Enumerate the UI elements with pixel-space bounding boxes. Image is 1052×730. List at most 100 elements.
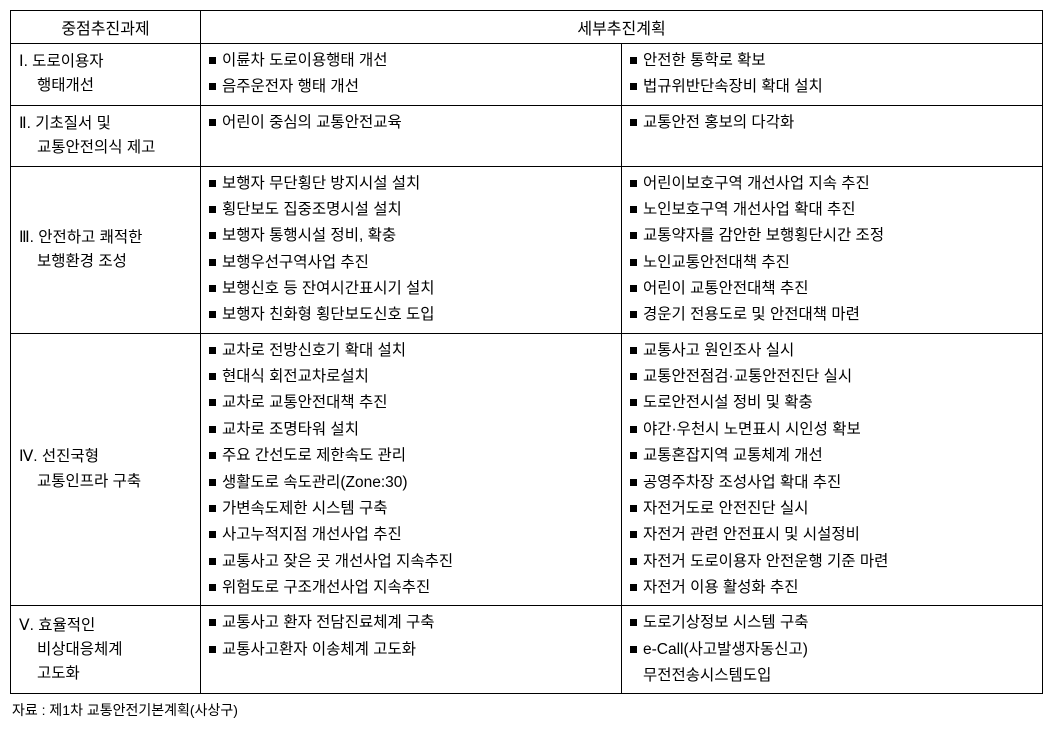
square-bullet-icon bbox=[209, 119, 216, 126]
bullet-text: 교통사고환자 이송체계 고도화 bbox=[222, 637, 619, 663]
bullet-item: 안전한 통학로 확보 bbox=[626, 48, 1040, 74]
bullet-item: 교차로 교통안전대책 추진 bbox=[205, 390, 619, 416]
plan-cell: 교차로 전방신호기 확대 설치현대식 회전교차로설치교차로 교통안전대책 추진교… bbox=[201, 333, 622, 605]
square-bullet-icon bbox=[630, 584, 637, 591]
square-bullet-icon bbox=[630, 180, 637, 187]
square-bullet-icon bbox=[630, 347, 637, 354]
bullet-item: 보행신호 등 잔여시간표시기 설치 bbox=[205, 276, 619, 302]
plan-cell: 이륜차 도로이용행태 개선음주운전자 행태 개선 bbox=[201, 44, 622, 106]
bullet-text: 횡단보도 집중조명시설 설치 bbox=[222, 197, 619, 223]
bullet-text: 보행우선구역사업 추진 bbox=[222, 250, 619, 276]
square-bullet-icon bbox=[630, 83, 637, 90]
plan-cell: 어린이 중심의 교통안전교육 bbox=[201, 105, 622, 166]
task-cell: Ⅲ. 안전하고 쾌적한보행환경 조성 bbox=[11, 166, 201, 333]
bullet-item: 주요 간선도로 제한속도 관리 bbox=[205, 443, 619, 469]
square-bullet-icon bbox=[209, 206, 216, 213]
bullet-text: 보행자 통행시설 정비, 확충 bbox=[222, 223, 619, 249]
bullet-text: 교통혼잡지역 교통체계 개선 bbox=[643, 443, 1040, 469]
bullet-text: 주요 간선도로 제한속도 관리 bbox=[222, 443, 619, 469]
bullet-item: 가변속도제한 시스템 구축 bbox=[205, 496, 619, 522]
task-line: 교통안전의식 제고 bbox=[19, 136, 194, 160]
bullet-text: 법규위반단속장비 확대 설치 bbox=[643, 74, 1040, 100]
bullet-text: 교통안전 홍보의 다각화 bbox=[643, 110, 1040, 136]
square-bullet-icon bbox=[630, 479, 637, 486]
table-row: Ⅳ. 선진국형교통인프라 구축교차로 전방신호기 확대 설치현대식 회전교차로설… bbox=[11, 333, 1043, 605]
square-bullet-icon bbox=[209, 232, 216, 239]
bullet-item: 보행자 무단횡단 방지시설 설치 bbox=[205, 171, 619, 197]
bullet-item: 어린이 교통안전대책 추진 bbox=[626, 276, 1040, 302]
bullet-text: 음주운전자 행태 개선 bbox=[222, 74, 619, 100]
bullet-item: 도로기상정보 시스템 구축 bbox=[626, 610, 1040, 636]
bullet-text: 야간·우천시 노면표시 시인성 확보 bbox=[643, 417, 1040, 443]
plan-cell: 교통사고 환자 전담진료체계 구축교통사고환자 이송체계 고도화 bbox=[201, 606, 622, 694]
source-footnote: 자료 : 제1차 교통안전기본계획(사상구) bbox=[10, 700, 1042, 720]
table-row: Ⅰ. 도로이용자행태개선이륜차 도로이용행태 개선음주운전자 행태 개선안전한 … bbox=[11, 44, 1043, 106]
square-bullet-icon bbox=[630, 311, 637, 318]
bullet-item: e-Call(사고발생자동신고) bbox=[626, 637, 1040, 663]
bullet-item: 보행자 통행시설 정비, 확충 bbox=[205, 223, 619, 249]
square-bullet-icon bbox=[209, 531, 216, 538]
bullet-item: 법규위반단속장비 확대 설치 bbox=[626, 74, 1040, 100]
task-line: Ⅴ. 효율적인 bbox=[19, 614, 194, 638]
bullet-item: 위험도로 구조개선사업 지속추진 bbox=[205, 575, 619, 601]
plan-cell: 안전한 통학로 확보법규위반단속장비 확대 설치 bbox=[622, 44, 1043, 106]
bullet-item: 교통혼잡지역 교통체계 개선 bbox=[626, 443, 1040, 469]
task-line: 비상대응체계 bbox=[19, 638, 194, 662]
task-line: Ⅱ. 기초질서 및 bbox=[19, 112, 194, 136]
bullet-text: 교차로 조명타워 설치 bbox=[222, 417, 619, 443]
square-bullet-icon bbox=[209, 619, 216, 626]
bullet-item: 공영주차장 조성사업 확대 추진 bbox=[626, 470, 1040, 496]
square-bullet-icon bbox=[209, 83, 216, 90]
bullet-text: 무전전송시스템도입 bbox=[643, 663, 1040, 689]
square-bullet-icon bbox=[209, 584, 216, 591]
square-bullet-icon bbox=[630, 373, 637, 380]
square-bullet-icon bbox=[630, 119, 637, 126]
square-bullet-icon bbox=[209, 180, 216, 187]
bullet-text: 교통약자를 감안한 보행횡단시간 조정 bbox=[643, 223, 1040, 249]
bullet-item: 교통약자를 감안한 보행횡단시간 조정 bbox=[626, 223, 1040, 249]
task-cell: Ⅱ. 기초질서 및교통안전의식 제고 bbox=[11, 105, 201, 166]
bullet-item: 교통사고 환자 전담진료체계 구축 bbox=[205, 610, 619, 636]
bullet-text: 보행자 친화형 횡단보도신호 도입 bbox=[222, 302, 619, 328]
bullet-text: 교차로 교통안전대책 추진 bbox=[222, 390, 619, 416]
task-line: 교통인프라 구축 bbox=[19, 470, 194, 494]
bullet-text: 안전한 통학로 확보 bbox=[643, 48, 1040, 74]
bullet-continuation: 무전전송시스템도입 bbox=[626, 663, 1040, 689]
bullet-text: 자전거 관련 안전표시 및 시설정비 bbox=[643, 522, 1040, 548]
header-plan: 세부추진계획 bbox=[201, 11, 1043, 44]
task-line: 고도화 bbox=[19, 662, 194, 686]
bullet-text: 교통사고 환자 전담진료체계 구축 bbox=[222, 610, 619, 636]
bullet-text: 교통사고 잦은 곳 개선사업 지속추진 bbox=[222, 549, 619, 575]
bullet-text: 어린이 중심의 교통안전교육 bbox=[222, 110, 619, 136]
square-bullet-icon bbox=[209, 347, 216, 354]
bullet-text: 경운기 전용도로 및 안전대책 마련 bbox=[643, 302, 1040, 328]
square-bullet-icon bbox=[630, 646, 637, 653]
square-bullet-icon bbox=[209, 558, 216, 565]
bullet-item: 자전거 도로이용자 안전운행 기준 마련 bbox=[626, 549, 1040, 575]
bullet-text: 자전거 이용 활성화 추진 bbox=[643, 575, 1040, 601]
bullet-text: 도로기상정보 시스템 구축 bbox=[643, 610, 1040, 636]
bullet-item: 어린이 중심의 교통안전교육 bbox=[205, 110, 619, 136]
square-bullet-icon bbox=[630, 206, 637, 213]
bullet-item: 교통사고환자 이송체계 고도화 bbox=[205, 637, 619, 663]
square-bullet-icon bbox=[630, 619, 637, 626]
bullet-item: 교통사고 잦은 곳 개선사업 지속추진 bbox=[205, 549, 619, 575]
task-cell: Ⅴ. 효율적인비상대응체계고도화 bbox=[11, 606, 201, 694]
bullet-text: 보행신호 등 잔여시간표시기 설치 bbox=[222, 276, 619, 302]
square-bullet-icon bbox=[209, 426, 216, 433]
bullet-item: 보행우선구역사업 추진 bbox=[205, 250, 619, 276]
table-row: Ⅴ. 효율적인비상대응체계고도화교통사고 환자 전담진료체계 구축교통사고환자 … bbox=[11, 606, 1043, 694]
square-bullet-icon bbox=[209, 505, 216, 512]
bullet-text: e-Call(사고발생자동신고) bbox=[643, 637, 1040, 663]
bullet-item: 음주운전자 행태 개선 bbox=[205, 74, 619, 100]
square-bullet-icon bbox=[630, 452, 637, 459]
bullet-item: 교차로 전방신호기 확대 설치 bbox=[205, 338, 619, 364]
bullet-text: 이륜차 도로이용행태 개선 bbox=[222, 48, 619, 74]
bullet-item: 자전거 관련 안전표시 및 시설정비 bbox=[626, 522, 1040, 548]
bullet-text: 현대식 회전교차로설치 bbox=[222, 364, 619, 390]
square-bullet-icon bbox=[630, 259, 637, 266]
bullet-text: 사고누적지점 개선사업 추진 bbox=[222, 522, 619, 548]
bullet-text: 교통사고 원인조사 실시 bbox=[643, 338, 1040, 364]
bullet-text: 도로안전시설 정비 및 확충 bbox=[643, 390, 1040, 416]
square-bullet-icon bbox=[209, 57, 216, 64]
